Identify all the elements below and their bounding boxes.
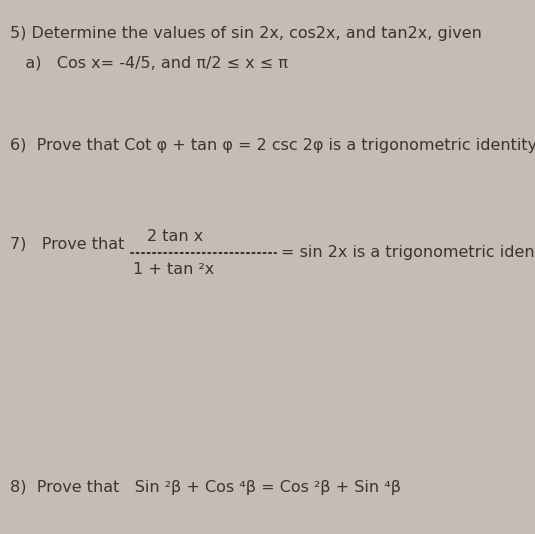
Text: a)   Cos x= -4/5, and π/2 ≤ x ≤ π: a) Cos x= -4/5, and π/2 ≤ x ≤ π: [10, 56, 287, 70]
Text: 8)  Prove that   Sin ²β + Cos ⁴β = Cos ²β + Sin ⁴β: 8) Prove that Sin ²β + Cos ⁴β = Cos ²β +…: [10, 480, 401, 494]
Text: 2 tan x: 2 tan x: [147, 229, 203, 244]
Text: 6)  Prove that Cot φ + tan φ = 2 csc 2φ is a trigonometric identity.: 6) Prove that Cot φ + tan φ = 2 csc 2φ i…: [10, 138, 535, 153]
Text: 1 + tan ²x: 1 + tan ²x: [133, 262, 214, 277]
Text: 7)   Prove that: 7) Prove that: [10, 237, 124, 252]
Text: = sin 2x is a trigonometric identity.: = sin 2x is a trigonometric identity.: [281, 245, 535, 260]
Text: 5) Determine the values of sin 2x, cos2x, and tan2x, given: 5) Determine the values of sin 2x, cos2x…: [10, 26, 482, 41]
